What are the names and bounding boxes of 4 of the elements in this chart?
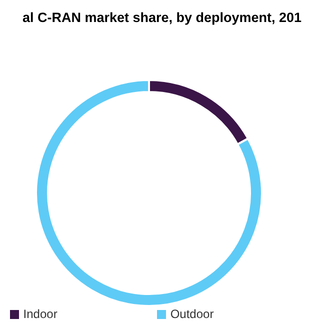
legend-label: Indoor <box>23 307 58 321</box>
donut-slice <box>35 79 263 307</box>
chart-title: al C-RAN market share, by deployment, 201 <box>21 10 303 25</box>
legend-label: Outdoor <box>170 307 214 321</box>
